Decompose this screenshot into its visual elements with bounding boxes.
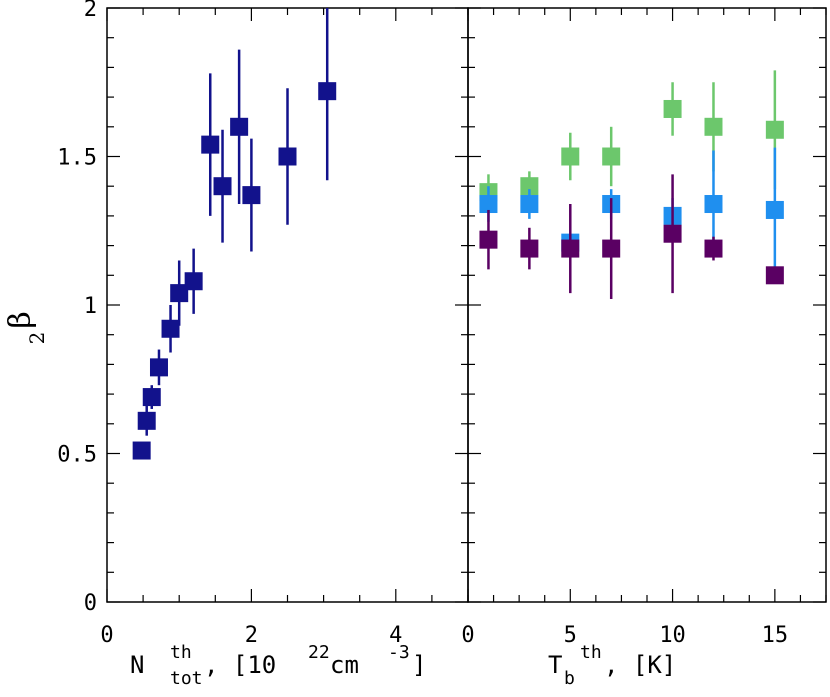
data-point bbox=[704, 239, 723, 258]
data-point bbox=[137, 411, 156, 430]
ylabel-sub: 2 bbox=[25, 332, 49, 345]
y-tick-label: 1 bbox=[84, 294, 97, 319]
data-point bbox=[765, 120, 784, 139]
data-point bbox=[520, 239, 539, 258]
panel-frame bbox=[467, 7, 827, 603]
xlabel-right-sub: b bbox=[564, 668, 575, 689]
xlabel-left-sup: th bbox=[170, 642, 192, 663]
xlabel-left-end: ] bbox=[412, 651, 426, 679]
x-tick-label: 15 bbox=[762, 623, 789, 648]
data-point bbox=[765, 200, 784, 219]
data-point bbox=[561, 239, 580, 258]
data-point bbox=[230, 117, 249, 136]
xlabel-right-sup: th bbox=[580, 642, 602, 663]
data-point bbox=[201, 135, 220, 154]
y-tick-label: 1.5 bbox=[57, 146, 97, 171]
xlabel-left-sub: tot bbox=[170, 668, 203, 689]
ylabel-greek: β bbox=[3, 311, 38, 328]
x-tick-label: 4 bbox=[389, 623, 402, 648]
data-point bbox=[213, 177, 232, 196]
data-point bbox=[704, 117, 723, 136]
y-tick-label: 2 bbox=[84, 0, 97, 22]
xlabel-left-rest: , [10 bbox=[204, 651, 276, 679]
x-tick-label: 0 bbox=[100, 623, 113, 648]
data-point bbox=[765, 266, 784, 285]
y-tick-label: 0.5 bbox=[57, 443, 97, 468]
data-point bbox=[602, 147, 621, 166]
data-point bbox=[184, 272, 203, 291]
data-point bbox=[161, 319, 180, 338]
xlabel-left-exp2: -3 bbox=[388, 642, 410, 663]
data-point bbox=[520, 177, 539, 196]
data-point bbox=[663, 99, 682, 118]
data-layer bbox=[132, 8, 337, 460]
data-point bbox=[479, 195, 498, 214]
y-tick-label: 0 bbox=[84, 591, 97, 616]
xlabel-left-mid: cm bbox=[330, 651, 359, 679]
left-panel: 0 2 4 0 0.5 1 1.5 2 bbox=[57, 0, 469, 648]
data-layer bbox=[479, 70, 784, 300]
x-tick-label: 0 bbox=[461, 623, 474, 648]
data-point bbox=[142, 388, 161, 407]
data-point bbox=[149, 358, 168, 377]
ylabel: β2 bbox=[3, 311, 49, 344]
xlabel-right-rest: , [K] bbox=[604, 651, 676, 679]
data-point bbox=[132, 441, 151, 460]
x-tick-label: 5 bbox=[564, 623, 577, 648]
data-point bbox=[602, 239, 621, 258]
xlabel-left-exp1: 22 bbox=[308, 642, 330, 663]
data-point bbox=[278, 147, 297, 166]
data-point bbox=[561, 147, 580, 166]
data-point bbox=[170, 284, 189, 303]
x-tick-label: 2 bbox=[245, 623, 258, 648]
data-point bbox=[520, 195, 539, 214]
right-panel: 0 5 10 15 bbox=[461, 7, 827, 648]
data-point bbox=[663, 224, 682, 243]
xlabel-right-main: T bbox=[548, 651, 562, 679]
data-point bbox=[242, 186, 261, 205]
xlabel-left-main: N bbox=[130, 651, 144, 679]
data-point bbox=[704, 195, 723, 214]
data-point bbox=[479, 230, 498, 249]
x-tick-label: 10 bbox=[659, 623, 686, 648]
data-point bbox=[318, 82, 337, 101]
